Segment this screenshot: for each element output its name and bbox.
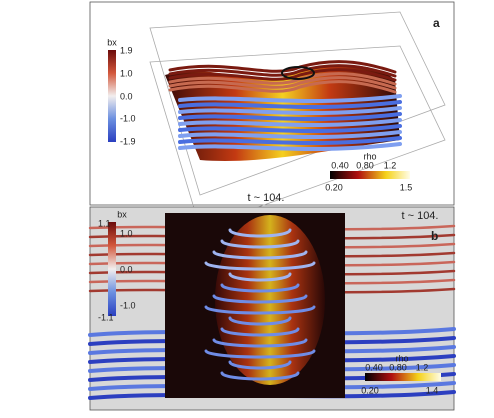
streamline xyxy=(228,360,292,370)
streamline xyxy=(220,327,300,337)
streamline xyxy=(178,112,402,122)
panel-label: b xyxy=(431,229,438,243)
bx-colorbar xyxy=(108,50,116,142)
streamline xyxy=(220,371,300,381)
colorbar-title: rho xyxy=(363,151,376,161)
streamline xyxy=(178,124,402,134)
bounding-box xyxy=(149,11,446,229)
colorbar-tick: 1.9 xyxy=(120,45,133,55)
colorbar-tick: 0.0 xyxy=(120,264,133,274)
colorbar-tick: 0.20 xyxy=(361,385,379,395)
streamline xyxy=(178,142,402,152)
colorbar-tick: 1.2 xyxy=(384,160,397,170)
colorbar-tick: 1.1 xyxy=(98,218,111,228)
vortex xyxy=(281,66,315,80)
streamline xyxy=(168,68,397,82)
colorbar-tick: 1.5 xyxy=(400,182,413,192)
colorbar-tick: -1.9 xyxy=(120,136,136,146)
streamline xyxy=(168,80,397,94)
colorbar-title: bx xyxy=(107,37,117,47)
colorbar-tick: 1.2 xyxy=(416,362,429,372)
colorbar-tick: 0.0 xyxy=(120,91,133,101)
streamline xyxy=(220,283,300,293)
streamline xyxy=(178,94,402,104)
colorbar-title: rho xyxy=(395,353,408,363)
streamline xyxy=(204,349,316,359)
streamline xyxy=(228,228,292,238)
colorbar-tick: 0.80 xyxy=(356,160,374,170)
streamline xyxy=(168,64,397,78)
colorbar-tick: 1.4 xyxy=(426,385,439,395)
colorbar-tick: 0.20 xyxy=(325,182,343,192)
streamlines xyxy=(204,228,316,381)
rho-colorbar xyxy=(330,171,410,179)
colorbar-tick: 0.80 xyxy=(389,362,407,372)
streamlines xyxy=(168,60,402,152)
streamline xyxy=(228,316,292,326)
streamline xyxy=(220,239,300,249)
streamline xyxy=(228,272,292,282)
streamline xyxy=(178,118,402,128)
colorbar-tick: 0.40 xyxy=(365,362,383,372)
colorbar-title: bx xyxy=(117,209,127,219)
streamline xyxy=(178,130,402,140)
streamline xyxy=(212,294,308,304)
time-label: t ~ 104. xyxy=(401,210,438,222)
streamline xyxy=(178,100,402,110)
colorbar-tick: -1.0 xyxy=(120,113,136,123)
colorbar-tick: 0.40 xyxy=(331,160,349,170)
streamline xyxy=(204,261,316,271)
colorbar-tick: -1.0 xyxy=(120,300,136,310)
colorbar-tick: 1.0 xyxy=(120,228,133,238)
rho-colorbar xyxy=(365,373,441,381)
colorbar-tick: 1.0 xyxy=(120,68,133,78)
streamline xyxy=(168,76,397,90)
bx-colorbar xyxy=(108,222,116,316)
panel-label: a xyxy=(433,16,440,30)
streamline xyxy=(212,338,308,348)
streamline xyxy=(178,136,402,146)
time-label: t ~ 104. xyxy=(247,192,284,204)
streamline xyxy=(178,106,402,116)
colorbar-tick: -1.1 xyxy=(98,312,114,322)
streamline xyxy=(204,305,316,315)
streamline xyxy=(212,250,308,260)
